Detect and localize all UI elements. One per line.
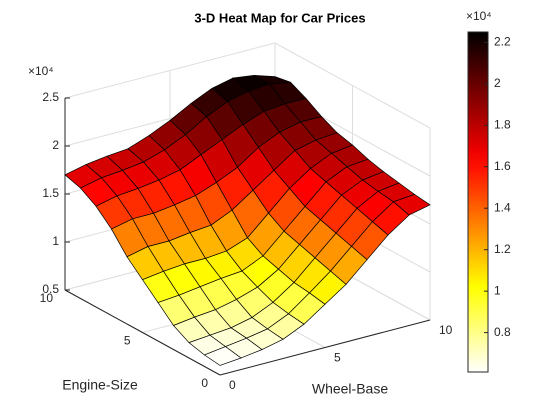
colorbar-tick-label: 1.8: [494, 117, 511, 131]
z-tick-label: 1: [52, 234, 59, 248]
colorbar-tick-label: 1.6: [494, 159, 511, 173]
z-tick-label: 0.5: [42, 282, 59, 296]
colorbar-tick-label: 2.2: [494, 35, 511, 49]
axis-line: [219, 319, 431, 376]
colorbar-tick-label: 2: [494, 76, 501, 90]
surface-patch: [203, 346, 242, 366]
colorbar: [467, 31, 489, 373]
colorbar-tick-label: 0.8: [494, 325, 511, 339]
y-axis-label: Engine-Size: [62, 377, 138, 393]
z-exponent: ×10⁴: [28, 64, 54, 78]
x-tick-label: 5: [334, 351, 341, 365]
chart-title: 3-D Heat Map for Car Prices: [194, 10, 365, 25]
axis-line: [64, 289, 221, 376]
colorbar-tick-label: 1.4: [494, 200, 511, 214]
x-tick-label: 10: [439, 323, 453, 337]
grid-line: [274, 42, 431, 129]
z-tick-label: 2.5: [42, 90, 59, 104]
colorbar-exponent: ×10⁴: [466, 9, 492, 23]
colorbar-tick-label: 1: [494, 283, 501, 297]
grid-line: [64, 42, 276, 99]
colorbar-tick-label: 1.2: [494, 242, 511, 256]
y-tick-label: 0: [201, 376, 208, 390]
x-axis-label: Wheel-Base: [312, 381, 388, 397]
z-tick-label: 2: [52, 138, 59, 152]
x-tick-label: 0: [229, 378, 236, 392]
z-tick-label: 1.5: [42, 186, 59, 200]
y-tick-label: 10: [40, 291, 54, 305]
y-tick-label: 5: [124, 334, 131, 348]
